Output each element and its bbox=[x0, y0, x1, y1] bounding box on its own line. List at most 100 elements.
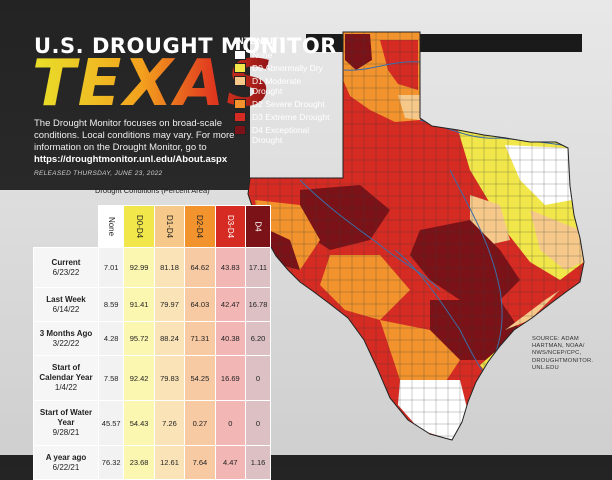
table-cell: 64.03 bbox=[184, 287, 216, 322]
table-cell: 7.64 bbox=[184, 445, 216, 480]
column-header: None bbox=[97, 205, 125, 248]
legend-item: D0 Abnormally Dry bbox=[234, 63, 364, 73]
description: The Drought Monitor focuses on broad-sca… bbox=[34, 118, 239, 166]
table-cell: 6.20 bbox=[245, 321, 271, 356]
legend-item: D4 Exceptional Drought bbox=[234, 125, 364, 145]
table-cell: 7.01 bbox=[97, 247, 125, 288]
table-cell: 54.43 bbox=[123, 400, 155, 446]
column-header: D2-D4 bbox=[184, 205, 216, 248]
table-row: Last Week 6/14/22 8.59 91.41 79.97 64.03 42.47… bbox=[33, 287, 271, 322]
row-label-text: Last Week bbox=[46, 294, 86, 304]
table-cell: 0.27 bbox=[184, 400, 216, 446]
column-header-label: None bbox=[106, 216, 116, 237]
table-row: Start of Calendar Year 1/4/22 7.58 92.42 79.… bbox=[33, 355, 271, 401]
row-label-text: 3 Months Ago bbox=[39, 328, 93, 338]
table-cell: 81.18 bbox=[153, 247, 186, 288]
table-cell: 91.41 bbox=[123, 287, 155, 322]
table-row: Start of Water Year 9/28/21 45.57 54.43 7.26… bbox=[33, 400, 271, 446]
table-cell: 42.47 bbox=[214, 287, 247, 322]
release-date: RELEASED THURSDAY, JUNE 23, 2022 bbox=[34, 170, 163, 177]
row-date: 6/23/22 bbox=[52, 267, 80, 277]
table-cell: 16.69 bbox=[214, 355, 247, 401]
table-cell: 0 bbox=[214, 400, 247, 446]
table-cell: 88.24 bbox=[153, 321, 186, 356]
row-label: Last Week 6/14/22 bbox=[33, 287, 99, 322]
column-header-label: D2-D4 bbox=[195, 214, 205, 239]
texas-drought-map bbox=[247, 31, 585, 441]
table-cell: 43.83 bbox=[214, 247, 247, 288]
row-label: Current 6/23/22 bbox=[33, 247, 99, 288]
row-label: Start of Calendar Year 1/4/22 bbox=[33, 355, 99, 401]
table-cell: 64.62 bbox=[184, 247, 216, 288]
legend-label: D3 Extreme Drought bbox=[252, 112, 330, 122]
legend-label: D0 Abnormally Dry bbox=[252, 63, 323, 73]
legend-swatch bbox=[234, 99, 246, 109]
source-note: SOURCE: ADAM HARTMAN, NOAA/ NWS/NCEP/CPC… bbox=[532, 336, 594, 371]
table-cell: 1.16 bbox=[245, 445, 271, 480]
legend-item: D3 Extreme Drought bbox=[234, 112, 364, 122]
table-cell: 76.32 bbox=[97, 445, 125, 480]
table-cell: 92.99 bbox=[123, 247, 155, 288]
title-texas: TEXAS bbox=[32, 47, 275, 121]
legend-item: D1 Moderate Drought bbox=[234, 76, 364, 96]
table-cell: 79.97 bbox=[153, 287, 186, 322]
table-title: Drought Conditions (Percent Area) bbox=[95, 186, 210, 195]
legend-label: None bbox=[252, 50, 273, 60]
legend-swatch bbox=[234, 50, 246, 60]
table-row: 3 Months Ago 3/22/22 4.28 95.72 88.24 71.31 40… bbox=[33, 321, 271, 356]
table-cell: 95.72 bbox=[123, 321, 155, 356]
description-text: The Drought Monitor focuses on broad-sca… bbox=[34, 118, 235, 153]
table-cell: 45.57 bbox=[97, 400, 125, 446]
legend-item: None bbox=[234, 50, 364, 60]
row-label: Start of Water Year 9/28/21 bbox=[33, 400, 99, 446]
column-header-label: D3-D4 bbox=[225, 214, 235, 239]
legend-item: D2 Severe Drought bbox=[234, 99, 364, 109]
legend-label: D2 Severe Drought bbox=[252, 99, 325, 109]
legend-title: INTENSITY bbox=[234, 36, 286, 46]
table-header-row: None D0-D4 D1-D4 D2-D4 D3-D4 D4 bbox=[34, 205, 271, 248]
column-header-label: D0-D4 bbox=[134, 214, 144, 239]
table-cell: 16.78 bbox=[245, 287, 271, 322]
table-cell: 79.83 bbox=[153, 355, 186, 401]
column-header: D0-D4 bbox=[123, 205, 155, 248]
row-label-text: Start of Water Year bbox=[39, 408, 93, 427]
table-cell: 71.31 bbox=[184, 321, 216, 356]
row-date: 9/28/21 bbox=[52, 428, 80, 437]
row-date: 6/14/22 bbox=[52, 304, 80, 314]
table-cell: 40.38 bbox=[214, 321, 247, 356]
table-cell: 4.47 bbox=[214, 445, 247, 480]
table-cell: 8.59 bbox=[97, 287, 125, 322]
row-label-text: A year ago bbox=[45, 452, 87, 462]
column-header: D1-D4 bbox=[153, 205, 186, 248]
row-label: A year ago 6/22/21 bbox=[33, 445, 99, 480]
table-cell: 7.58 bbox=[97, 355, 125, 401]
table-cell: 12.61 bbox=[153, 445, 186, 480]
legend-label: D1 Moderate Drought bbox=[252, 76, 302, 96]
table-cell: 4.28 bbox=[97, 321, 125, 356]
table-cell: 92.42 bbox=[123, 355, 155, 401]
legend-swatch bbox=[234, 76, 246, 86]
title-small: U.S. DROUGHT MONITOR bbox=[34, 34, 337, 58]
legend-swatch bbox=[234, 125, 246, 135]
column-header-label: D1-D4 bbox=[164, 214, 174, 239]
column-header: D3-D4 bbox=[214, 205, 247, 248]
legend-swatch bbox=[234, 63, 246, 73]
row-label-text: Start of Calendar Year bbox=[39, 363, 93, 382]
table-cell: 7.26 bbox=[153, 400, 186, 446]
row-label: 3 Months Ago 3/22/22 bbox=[33, 321, 99, 356]
row-label-text: Current bbox=[51, 257, 81, 267]
table-cell: 54.25 bbox=[184, 355, 216, 401]
about-link[interactable]: https://droughtmonitor.unl.edu/About.asp… bbox=[34, 154, 228, 165]
table-corner bbox=[34, 206, 99, 248]
row-date: 1/4/22 bbox=[54, 383, 78, 392]
table-row: A year ago 6/22/21 76.32 23.68 12.61 7.64 4.47… bbox=[33, 445, 271, 480]
table-cell: 0 bbox=[245, 355, 271, 401]
column-header-label: D4 bbox=[253, 221, 263, 232]
table-cell: 0 bbox=[245, 400, 271, 446]
legend-swatch bbox=[234, 112, 246, 122]
intensity-legend: INTENSITY None D0 Abnormally Dry D1 Modera… bbox=[234, 36, 364, 148]
table-row: Current 6/23/22 7.01 92.99 81.18 64.62 43.83 17… bbox=[33, 247, 271, 288]
table-cell: 23.68 bbox=[123, 445, 155, 480]
row-date: 6/22/21 bbox=[52, 462, 80, 472]
table-cell: 17.11 bbox=[245, 247, 271, 288]
